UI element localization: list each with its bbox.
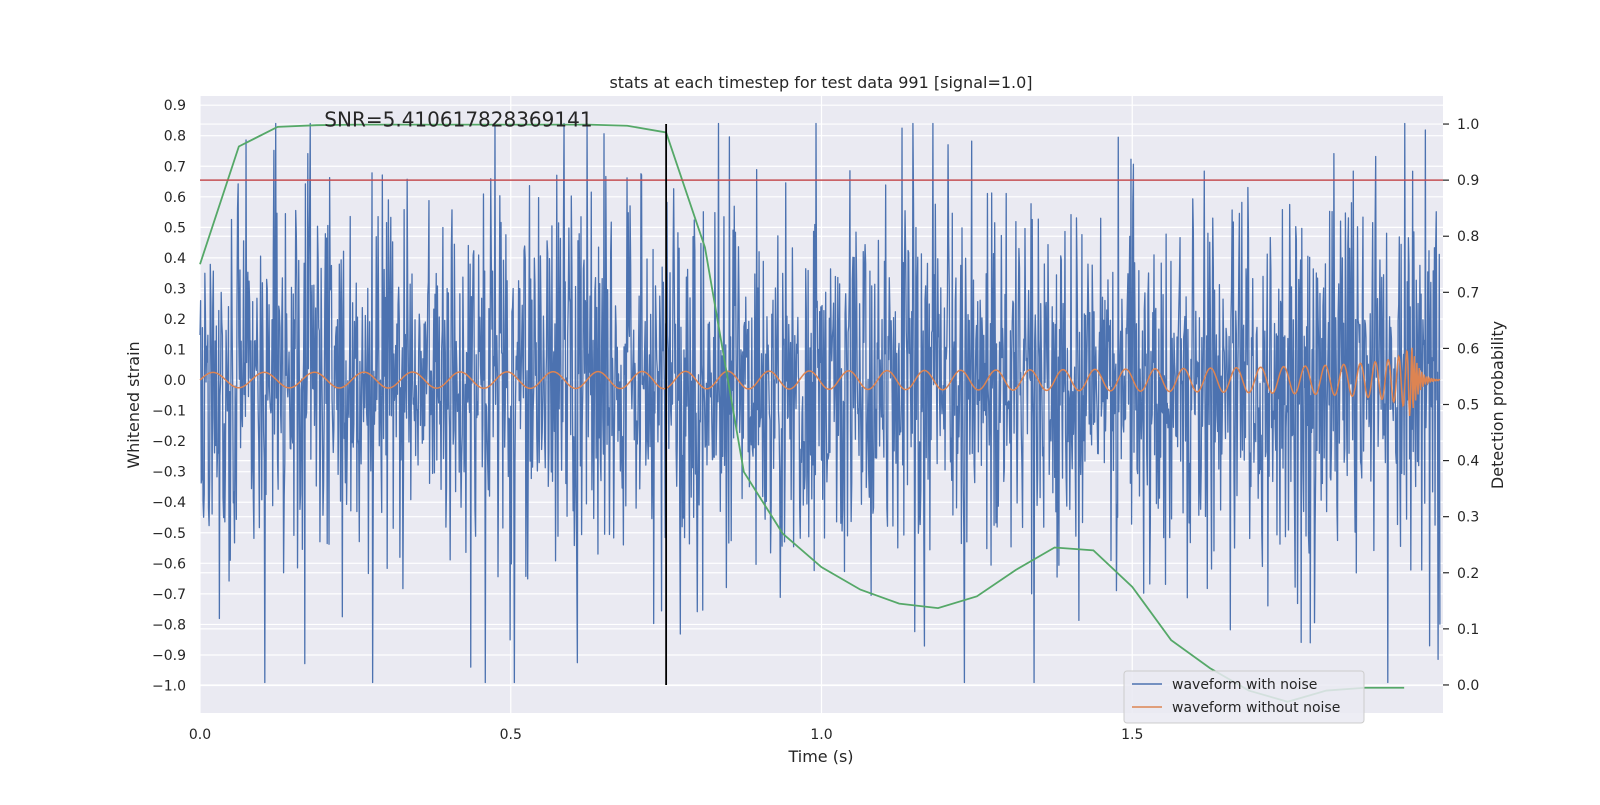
legend: waveform with noise waveform without noi… bbox=[1123, 670, 1365, 724]
y-left-tick-label: 0.8 bbox=[164, 129, 186, 145]
y-left-tick-label: 0.9 bbox=[164, 98, 186, 114]
y-left-tick-label: −0.6 bbox=[152, 556, 186, 572]
y-left-tick-label: −0.7 bbox=[152, 587, 186, 603]
y-left-tick-label: −0.5 bbox=[152, 526, 186, 542]
y-right-tick-label: 0.7 bbox=[1457, 285, 1479, 301]
x-tick-label: 0.5 bbox=[500, 727, 522, 743]
y-left-tick-label: −0.8 bbox=[152, 617, 186, 633]
y-left-tick-label: −0.3 bbox=[152, 465, 186, 481]
y-right-tick-label: 0.5 bbox=[1457, 398, 1479, 414]
y-right-tick-label: 0.0 bbox=[1457, 678, 1479, 694]
y-left-tick-label: −1.0 bbox=[152, 679, 186, 695]
snr-annotation: SNR=5.410617828369141 bbox=[324, 107, 592, 131]
series-detection-probability bbox=[199, 123, 1405, 703]
y-right-tick-label: 0.6 bbox=[1457, 341, 1479, 357]
y-left-tick-label: 0.4 bbox=[164, 251, 186, 267]
y-right-tick-label: 0.1 bbox=[1457, 622, 1479, 638]
y-left-tick-label: 0.2 bbox=[164, 312, 186, 328]
y-left-tick-label: 0.7 bbox=[164, 159, 186, 175]
y-left-tick-label: −0.4 bbox=[152, 495, 186, 511]
y-right-tick-label: 0.3 bbox=[1457, 510, 1479, 526]
axis-layer: 0.0 0.5 1.0 1.5 0.9 0.8 0.7 0.6 0.5 0.4 0.3 0.2 0.1 0… bbox=[152, 98, 1479, 743]
y-right-tick-label: 0.8 bbox=[1457, 229, 1479, 245]
y-right-tick-label: 0.2 bbox=[1457, 566, 1479, 582]
x-axis-label: Time (s) bbox=[787, 747, 853, 766]
legend-label-noise: waveform with noise bbox=[1172, 677, 1317, 693]
x-tick-label: 1.5 bbox=[1121, 727, 1143, 743]
y-right-tick-label: 1.0 bbox=[1457, 117, 1479, 133]
y-left-tick-label: −0.1 bbox=[152, 404, 186, 420]
legend-label-clean: waveform without noise bbox=[1172, 700, 1340, 716]
y-axis-label-right: Detection probability bbox=[1488, 321, 1507, 489]
x-tick-label: 1.0 bbox=[810, 727, 832, 743]
y-left-tick-label: −0.2 bbox=[152, 434, 186, 450]
y-left-tick-label: 0.6 bbox=[164, 190, 186, 206]
series-waveform-without-noise bbox=[199, 347, 1441, 416]
series-waveform-with-noise bbox=[199, 122, 1441, 684]
chart-title: stats at each timestep for test data 991… bbox=[609, 73, 1032, 92]
y-left-tick-label: 0.0 bbox=[164, 373, 186, 389]
y-right-tick-label: 0.9 bbox=[1457, 173, 1479, 189]
y-left-tick-label: 0.1 bbox=[164, 343, 186, 359]
y-left-tick-label: −0.9 bbox=[152, 648, 186, 664]
legend-box bbox=[1123, 670, 1365, 724]
y-left-tick-label: 0.5 bbox=[164, 220, 186, 236]
y-left-tick-label: 0.3 bbox=[164, 281, 186, 297]
x-tick-label: 0.0 bbox=[189, 727, 211, 743]
y-axis-label-left: Whitened strain bbox=[124, 341, 143, 468]
y-right-tick-label: 0.4 bbox=[1457, 454, 1479, 470]
series-layer bbox=[199, 122, 1443, 703]
